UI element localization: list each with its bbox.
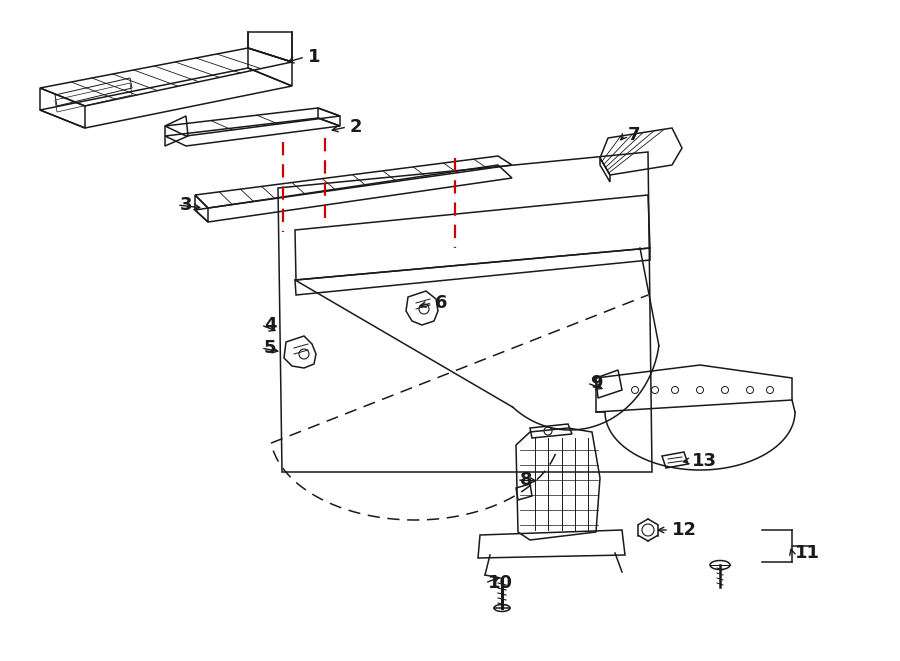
Text: 9: 9 <box>590 374 602 392</box>
Text: 4: 4 <box>264 316 276 334</box>
Text: 5: 5 <box>264 339 276 357</box>
Text: 12: 12 <box>672 521 697 539</box>
Text: 1: 1 <box>308 48 320 66</box>
Text: 2: 2 <box>350 118 363 136</box>
Text: 8: 8 <box>520 471 533 489</box>
Text: 7: 7 <box>628 126 641 144</box>
Text: 6: 6 <box>435 294 447 312</box>
Text: 11: 11 <box>795 544 820 562</box>
Text: 10: 10 <box>488 574 513 592</box>
Text: 3: 3 <box>180 196 193 214</box>
Text: 13: 13 <box>692 452 717 470</box>
